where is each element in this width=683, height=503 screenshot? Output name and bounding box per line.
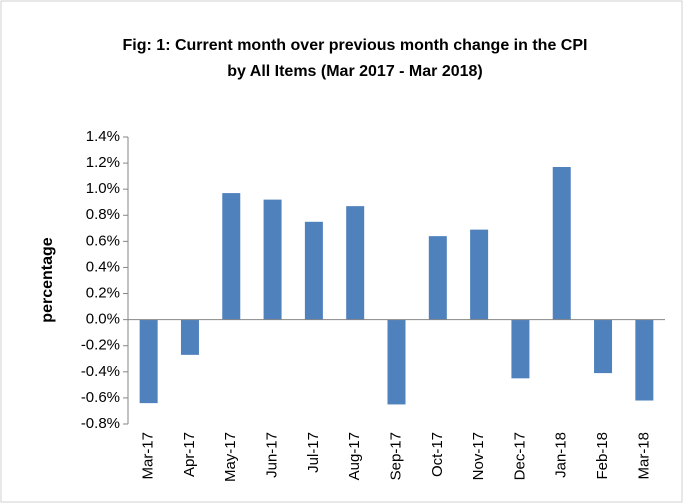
bar	[635, 319, 654, 401]
bar	[222, 193, 241, 320]
y-tick-label: -0.4%	[81, 363, 120, 380]
y-tick-label: 0.8%	[86, 206, 120, 223]
y-tick-label: 1.4%	[86, 128, 120, 145]
y-tick-label: 1.2%	[86, 154, 120, 171]
x-tick-label: Feb-18	[594, 432, 611, 480]
chart-title: by All Items (Mar 2017 - Mar 2018)	[227, 63, 483, 80]
y-tick-label: 0.2%	[86, 285, 120, 302]
y-axis-label: percentage	[39, 237, 56, 322]
bar	[470, 229, 489, 320]
bar	[180, 319, 199, 355]
bar	[552, 167, 571, 320]
x-tick-label: Mar-17	[140, 432, 157, 480]
x-tick-label: Jul-17	[305, 432, 322, 473]
x-tick-label: Oct-17	[429, 432, 446, 477]
y-tick-label: 1.0%	[86, 180, 120, 197]
y-tick-label: 0.0%	[86, 311, 120, 328]
bar	[263, 199, 282, 320]
bar	[387, 319, 406, 405]
x-tick-label: Dec-17	[511, 432, 528, 480]
y-tick-label: -0.8%	[81, 415, 120, 432]
chart-title: Fig: 1: Current month over previous mont…	[123, 37, 588, 54]
x-tick-label: Nov-17	[470, 432, 487, 480]
y-tick-label: 0.6%	[86, 232, 120, 249]
x-tick-label: May-17	[222, 432, 239, 482]
bar	[428, 236, 447, 320]
y-tick-label: 0.4%	[86, 258, 120, 275]
bar	[594, 319, 613, 374]
y-tick-label: -0.6%	[81, 389, 120, 406]
bar	[511, 319, 530, 379]
y-tick-label: -0.2%	[81, 337, 120, 354]
x-tick-label: Sep-17	[387, 432, 404, 480]
bar	[304, 221, 323, 320]
x-tick-label: Jun-17	[264, 432, 281, 478]
bar	[346, 206, 365, 320]
x-tick-label: Mar-18	[635, 432, 652, 480]
bar	[139, 319, 158, 404]
x-tick-label: Apr-17	[181, 432, 198, 477]
x-tick-label: Jan-18	[553, 432, 570, 478]
x-tick-label: Aug-17	[346, 432, 363, 480]
